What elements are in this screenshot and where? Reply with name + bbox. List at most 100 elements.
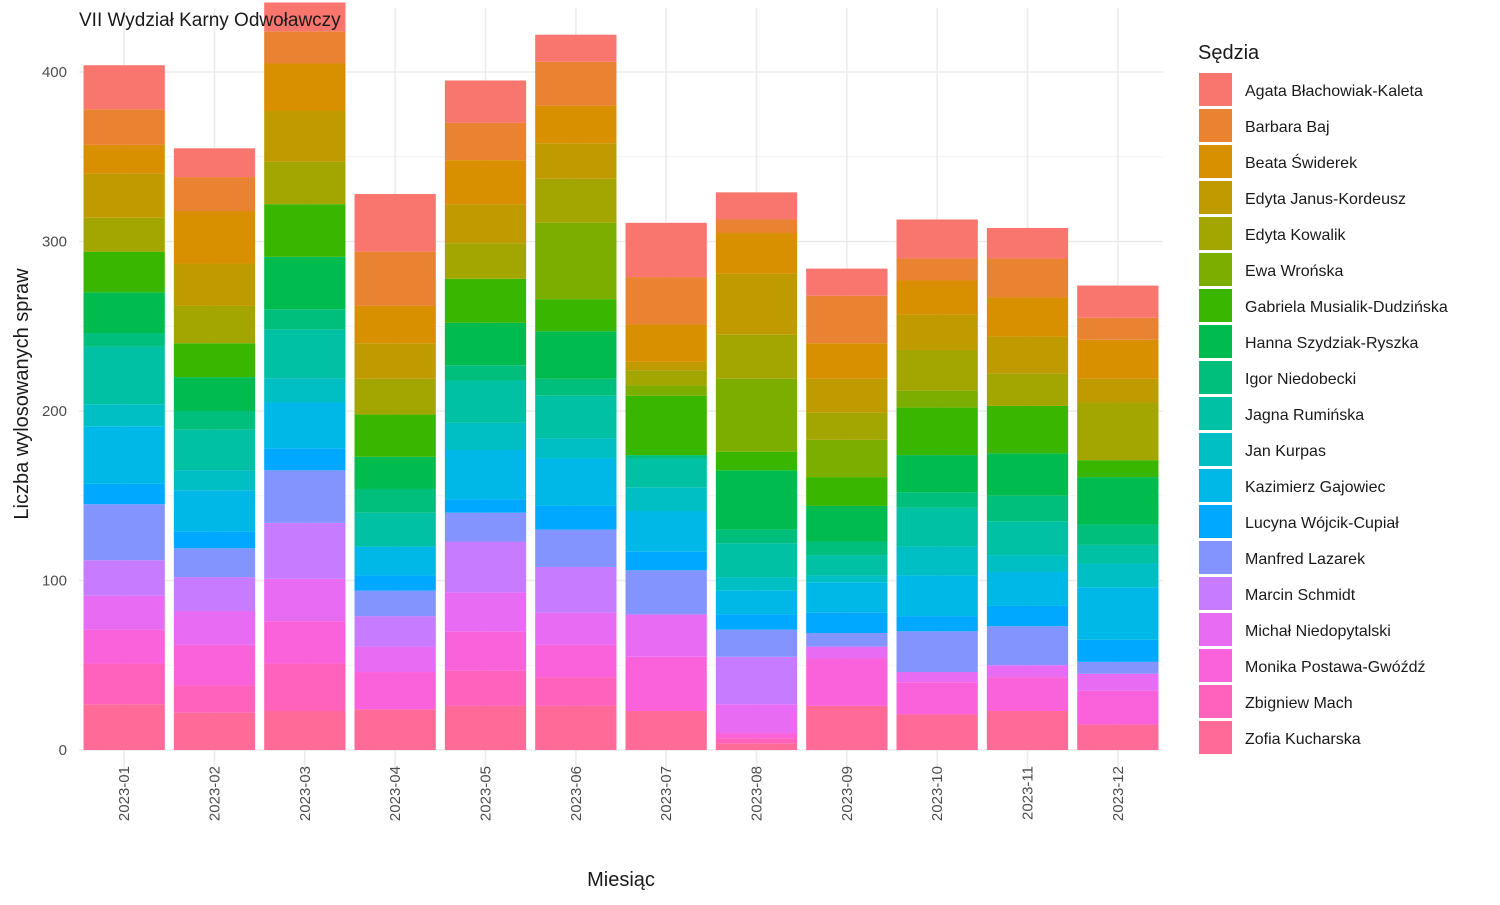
bar-segment [715, 451, 798, 471]
bar-segment [896, 546, 978, 576]
x-tick-label: 2023-07 [658, 766, 675, 821]
x-axis-ticks: 2023-01 2023-02 2023-03 2023-04 2023-05 2023-… [116, 766, 1127, 821]
bar-segment [1077, 460, 1159, 478]
bar-segment [264, 204, 346, 257]
bar-segment [444, 380, 527, 423]
bar-segment [444, 365, 527, 381]
bar-segment [83, 663, 165, 705]
bar-segment [806, 541, 888, 556]
bar-segment [1077, 378, 1159, 403]
bar-segment [264, 378, 346, 403]
bar-segment [83, 144, 165, 174]
bar-segment [264, 161, 346, 205]
bar-segment [264, 256, 346, 310]
legend-key [1199, 109, 1232, 142]
bar-segment [1077, 544, 1159, 564]
bar-segment [715, 704, 798, 734]
legend-label: Lucyna Wójcik-Cupiał [1245, 515, 1399, 532]
bar-segment [83, 426, 165, 484]
y-tick-label: 100 [42, 573, 67, 590]
bar-segment [986, 605, 1069, 627]
bar-segment [83, 251, 165, 293]
legend-key [1199, 577, 1232, 610]
bar-segment [83, 595, 165, 630]
bar-segment [535, 458, 617, 506]
bar-segment [173, 685, 256, 713]
bar-segment [625, 455, 707, 459]
bar-segment [986, 373, 1069, 406]
bar-segment [625, 222, 707, 278]
bar-segment [535, 644, 617, 678]
bar-segment [806, 268, 888, 296]
bar-segment [535, 612, 617, 645]
bar-segment [354, 709, 436, 750]
bar-segment [1077, 402, 1159, 461]
bar-segment [715, 590, 798, 615]
bar-segment [173, 490, 256, 532]
legend-key [1199, 217, 1232, 250]
bar-segment [896, 407, 978, 456]
bar-segment [354, 194, 436, 252]
bar-segment [1077, 339, 1159, 379]
legend-label: Edyta Janus-Kordeusz [1245, 191, 1406, 208]
bar-segment [806, 412, 888, 440]
legend-title: Sędzia [1198, 42, 1260, 64]
bar-segment [173, 177, 256, 211]
bar-segment [354, 414, 436, 457]
bar-segment [1077, 563, 1159, 588]
x-tick-label: 2023-05 [478, 766, 495, 821]
bar-segment [715, 656, 798, 705]
bar-segment [444, 705, 527, 750]
bar-segment [806, 582, 888, 613]
chart-title: VII Wydział Karny Odwoławczy [79, 10, 341, 31]
bar-segment [625, 656, 707, 712]
bar-segment [896, 219, 978, 259]
bar-segment [625, 395, 707, 456]
legend-key [1199, 721, 1232, 754]
legend-label: Michał Niedopytalski [1245, 623, 1391, 640]
bar-segment [986, 495, 1069, 522]
legend-key [1199, 505, 1232, 538]
bar-segment [625, 324, 707, 362]
bar-segment [173, 531, 256, 549]
bar-segment [896, 616, 978, 632]
bar-segment [896, 258, 978, 281]
bar-segment [354, 646, 436, 673]
bar-segment [535, 222, 617, 300]
bar-segment [1077, 661, 1159, 674]
bar-segment [354, 378, 436, 415]
bar-segment [173, 305, 256, 344]
bar-segment [986, 258, 1069, 298]
bar-segment [535, 34, 617, 62]
bar-segment [1077, 285, 1159, 318]
bar-segment [535, 677, 617, 706]
bar-segment [1077, 587, 1159, 640]
bar-segment [715, 629, 798, 657]
legend-key [1199, 181, 1232, 214]
bar-segment [264, 621, 346, 664]
y-axis-title: Liczba wylosowanych spraw [11, 268, 33, 520]
bar-segment [173, 148, 256, 178]
legend: Sędzia Agata Błachowiak-Kaleta Barbara Ba… [1198, 42, 1448, 754]
bar-segment [354, 575, 436, 591]
bar-segment [83, 504, 165, 561]
legend-key [1199, 433, 1232, 466]
legend-key [1199, 361, 1232, 394]
bar-segment [1077, 317, 1159, 340]
bar-segment [986, 405, 1069, 454]
bar-segment [896, 682, 978, 715]
legend-key [1199, 469, 1232, 502]
y-tick-label: 400 [42, 64, 67, 81]
bar-segment [264, 309, 346, 330]
bar-segment [896, 349, 978, 391]
bar-segment [535, 566, 617, 613]
bar-segment [806, 439, 888, 478]
bar-segment [173, 548, 256, 578]
bar-segment [83, 560, 165, 596]
bar-segment [83, 629, 165, 664]
bar-segment [715, 219, 798, 234]
bar-segment [354, 251, 436, 306]
bar-segment [535, 178, 617, 223]
bar-segment [986, 297, 1069, 337]
